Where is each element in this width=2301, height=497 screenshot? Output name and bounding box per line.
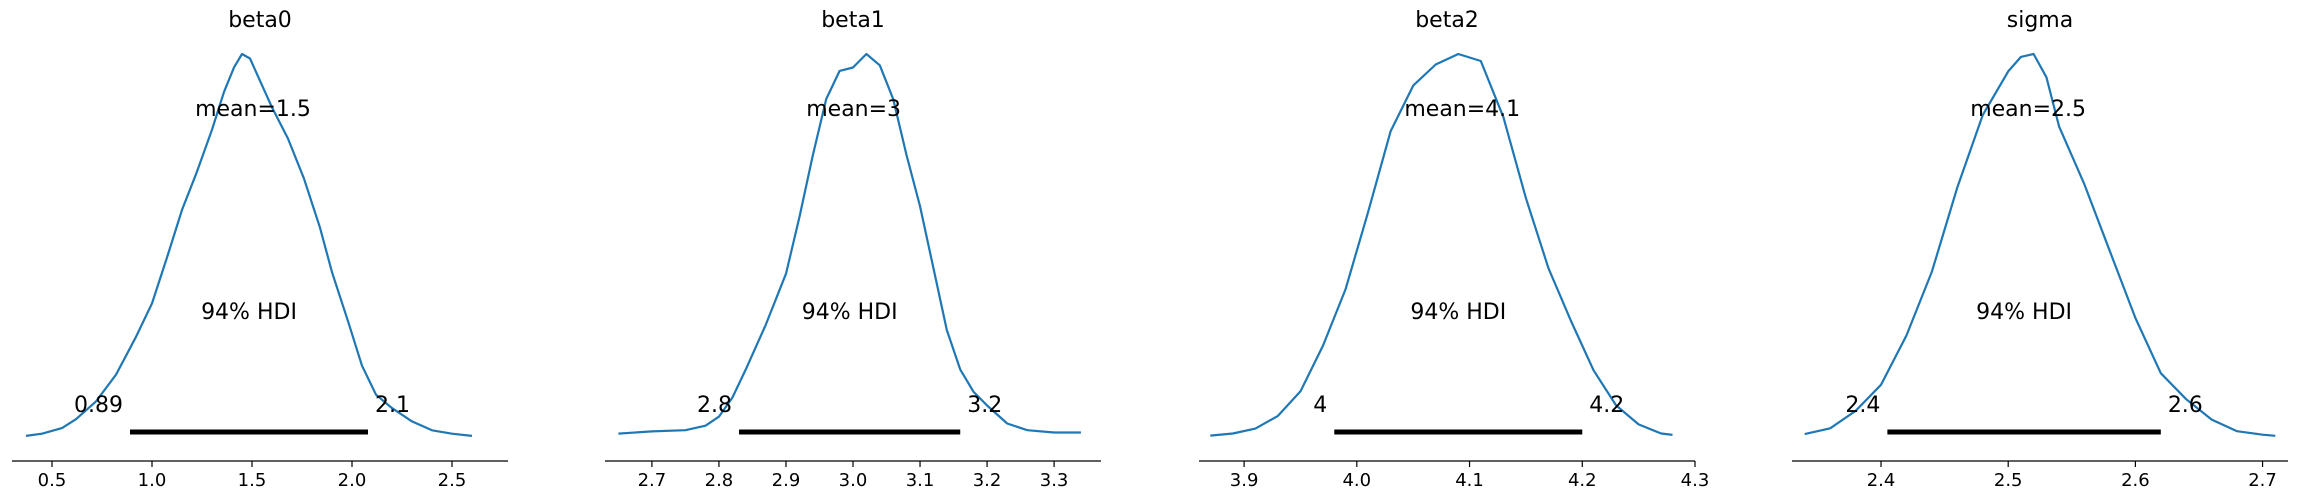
- panel-sigma: sigma mean=2.5 94% HDI 2.4 2.6 2.4 2.5 2.6 2.7: [1792, 8, 2288, 491]
- mean-label: mean=3: [806, 97, 901, 122]
- x-tick-label: 4.1: [1455, 470, 1484, 491]
- x-tick-label: 4.0: [1342, 470, 1371, 491]
- hdi-low-label: 0.89: [74, 393, 123, 418]
- hdi-high-label: 2.1: [375, 393, 410, 418]
- mean-label: mean=1.5: [195, 97, 311, 122]
- density-line: [25, 52, 473, 437]
- x-tick-label: 3.2: [973, 470, 1002, 491]
- hdi-high-label: 2.6: [2168, 393, 2203, 418]
- hdi-high-label: 4.2: [1589, 393, 1624, 418]
- hdi-label: 94% HDI: [1410, 300, 1506, 325]
- density-line: [1804, 52, 2276, 437]
- hdi-low-label: 2.8: [697, 393, 732, 418]
- x-tick-label: 3.1: [906, 470, 935, 491]
- hdi-label: 94% HDI: [802, 300, 898, 325]
- x-tick-label: 3.9: [1230, 470, 1259, 491]
- x-tick-label: 1.0: [138, 470, 167, 491]
- x-tick-label: 2.7: [2248, 470, 2277, 491]
- x-tick-label: 3.3: [1040, 470, 1069, 491]
- x-tick-label: 2.5: [438, 470, 467, 491]
- x-tick-label: 2.8: [705, 470, 734, 491]
- panel-title: beta1: [821, 8, 885, 33]
- x-tick-label: 2.0: [338, 470, 367, 491]
- hdi-label: 94% HDI: [201, 300, 297, 325]
- panel-title: beta0: [228, 8, 292, 33]
- panel-beta0: beta0 mean=1.5 94% HDI 0.89 2.1 0.5 1.0 1.5 2.0 2…: [12, 8, 508, 491]
- x-tick-label: 2.9: [772, 470, 801, 491]
- x-tick-label: 0.5: [38, 470, 67, 491]
- x-tick-label: 2.6: [2121, 470, 2150, 491]
- panel-beta2: beta2 mean=4.1 94% HDI 4 4.2 3.9 4.0 4.1 4.2 4.3: [1199, 8, 1709, 491]
- x-tick-label: 2.7: [638, 470, 667, 491]
- x-tick-label: 2.4: [1867, 470, 1896, 491]
- mean-label: mean=4.1: [1404, 97, 1520, 122]
- x-tick-label: 2.5: [1994, 470, 2023, 491]
- hdi-low-label: 4: [1313, 393, 1327, 418]
- panel-title: beta2: [1415, 8, 1479, 33]
- x-tick-label: 3.0: [839, 470, 868, 491]
- x-tick-label: 4.3: [1681, 470, 1710, 491]
- density-line: [1210, 52, 1673, 437]
- x-tick-label: 4.2: [1568, 470, 1597, 491]
- hdi-high-label: 3.2: [967, 393, 1002, 418]
- panel-title: sigma: [2007, 8, 2073, 33]
- hdi-label: 94% HDI: [1976, 300, 2072, 325]
- x-tick-label: 1.5: [238, 470, 267, 491]
- hdi-low-label: 2.4: [1845, 393, 1880, 418]
- density-line: [618, 52, 1081, 435]
- mean-label: mean=2.5: [1970, 97, 2086, 122]
- panel-beta1: beta1 mean=3 94% HDI 2.8 3.2 2.7 2.8 2.9 3.0 3.1 3…: [605, 8, 1101, 491]
